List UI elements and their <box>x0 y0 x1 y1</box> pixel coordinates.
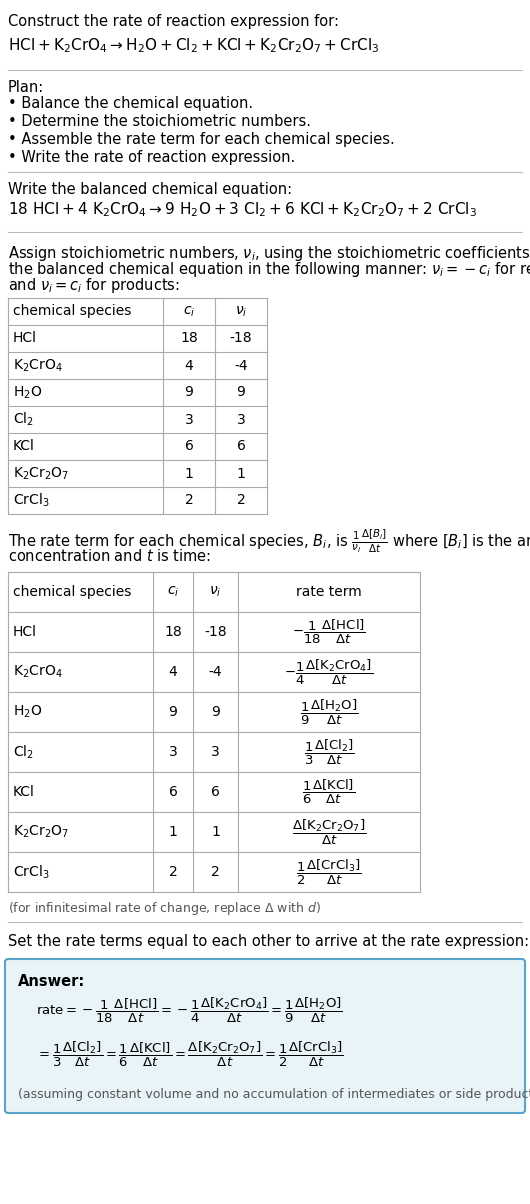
Text: $\nu_i$: $\nu_i$ <box>235 305 247 319</box>
Text: 1: 1 <box>184 466 193 480</box>
Text: $\mathrm{CrCl_3}$: $\mathrm{CrCl_3}$ <box>13 491 49 509</box>
Text: 4: 4 <box>184 359 193 372</box>
Text: 9: 9 <box>236 385 245 400</box>
Text: -18: -18 <box>229 331 252 346</box>
Text: • Balance the chemical equation.: • Balance the chemical equation. <box>8 96 253 111</box>
FancyBboxPatch shape <box>5 960 525 1112</box>
Text: • Write the rate of reaction expression.: • Write the rate of reaction expression. <box>8 150 295 165</box>
Text: • Assemble the rate term for each chemical species.: • Assemble the rate term for each chemic… <box>8 132 395 147</box>
Text: 2: 2 <box>184 494 193 508</box>
Text: 9: 9 <box>211 706 220 719</box>
Text: Answer:: Answer: <box>18 974 85 988</box>
Text: 2: 2 <box>169 864 178 879</box>
Text: $\mathrm{CrCl_3}$: $\mathrm{CrCl_3}$ <box>13 863 49 880</box>
Text: and $\nu_i = c_i$ for products:: and $\nu_i = c_i$ for products: <box>8 276 180 295</box>
Text: 1: 1 <box>211 825 220 839</box>
Text: $= \dfrac{1}{3}\dfrac{\Delta[\mathrm{Cl_2}]}{\Delta t} = \dfrac{1}{6}\dfrac{\Del: $= \dfrac{1}{3}\dfrac{\Delta[\mathrm{Cl_… <box>36 1040 344 1069</box>
Text: 18: 18 <box>164 625 182 639</box>
Text: $\dfrac{1}{2}\dfrac{\Delta[\mathrm{CrCl_3}]}{\Delta t}$: $\dfrac{1}{2}\dfrac{\Delta[\mathrm{CrCl_… <box>296 857 362 886</box>
Text: $-\dfrac{1}{18}\dfrac{\Delta[\mathrm{HCl}]}{\Delta t}$: $-\dfrac{1}{18}\dfrac{\Delta[\mathrm{HCl… <box>292 618 366 647</box>
Text: Plan:: Plan: <box>8 79 44 95</box>
Text: $\mathregular{18\ HCl + 4\ K_2CrO_4 \rightarrow 9\ H_2O + 3\ Cl_2 + 6\ KCl + K_2: $\mathregular{18\ HCl + 4\ K_2CrO_4 \rig… <box>8 200 477 219</box>
Text: HCl: HCl <box>13 625 37 639</box>
Text: 3: 3 <box>184 413 193 426</box>
Text: Write the balanced chemical equation:: Write the balanced chemical equation: <box>8 182 292 197</box>
Text: $\mathrm{K_2CrO_4}$: $\mathrm{K_2CrO_4}$ <box>13 358 63 373</box>
Text: $\dfrac{\Delta[\mathrm{K_2Cr_2O_7}]}{\Delta t}$: $\dfrac{\Delta[\mathrm{K_2Cr_2O_7}]}{\De… <box>292 818 366 846</box>
Text: $-\dfrac{1}{4}\dfrac{\Delta[\mathrm{K_2CrO_4}]}{\Delta t}$: $-\dfrac{1}{4}\dfrac{\Delta[\mathrm{K_2C… <box>285 657 374 686</box>
Text: $\mathrm{H_2O}$: $\mathrm{H_2O}$ <box>13 704 42 720</box>
Text: 2: 2 <box>211 864 220 879</box>
Text: • Determine the stoichiometric numbers.: • Determine the stoichiometric numbers. <box>8 114 311 129</box>
Text: $\dfrac{1}{3}\dfrac{\Delta[\mathrm{Cl_2}]}{\Delta t}$: $\dfrac{1}{3}\dfrac{\Delta[\mathrm{Cl_2}… <box>304 737 355 767</box>
Text: $\mathrm{K_2CrO_4}$: $\mathrm{K_2CrO_4}$ <box>13 663 63 680</box>
Text: 1: 1 <box>236 466 245 480</box>
Text: concentration and $t$ is time:: concentration and $t$ is time: <box>8 548 211 563</box>
Text: $\mathrm{Cl_2}$: $\mathrm{Cl_2}$ <box>13 411 34 429</box>
Text: The rate term for each chemical species, $B_i$, is $\frac{1}{\nu_i}\frac{\Delta[: The rate term for each chemical species,… <box>8 529 530 555</box>
Text: 4: 4 <box>169 665 178 679</box>
Text: $\mathrm{Cl_2}$: $\mathrm{Cl_2}$ <box>13 743 34 761</box>
Text: 2: 2 <box>236 494 245 508</box>
Text: -4: -4 <box>234 359 248 372</box>
Text: $\mathregular{HCl + K_2CrO_4 \rightarrow H_2O + Cl_2 + KCl + K_2Cr_2O_7 + CrCl_3: $\mathregular{HCl + K_2CrO_4 \rightarrow… <box>8 36 379 54</box>
Text: chemical species: chemical species <box>13 585 131 600</box>
Text: 6: 6 <box>169 785 178 799</box>
Text: 18: 18 <box>180 331 198 346</box>
Text: 6: 6 <box>184 439 193 454</box>
Text: $c_i$: $c_i$ <box>167 585 179 600</box>
Text: 1: 1 <box>169 825 178 839</box>
Text: the balanced chemical equation in the following manner: $\nu_i = -c_i$ for react: the balanced chemical equation in the fo… <box>8 260 530 279</box>
Text: 6: 6 <box>236 439 245 454</box>
Text: chemical species: chemical species <box>13 305 131 319</box>
Text: 9: 9 <box>169 706 178 719</box>
Text: (assuming constant volume and no accumulation of intermediates or side products): (assuming constant volume and no accumul… <box>18 1088 530 1100</box>
Text: -18: -18 <box>204 625 227 639</box>
Text: rate term: rate term <box>296 585 362 600</box>
Text: $\mathrm{H_2O}$: $\mathrm{H_2O}$ <box>13 384 42 401</box>
Text: 6: 6 <box>211 785 220 799</box>
Text: 3: 3 <box>211 745 220 759</box>
Text: 3: 3 <box>236 413 245 426</box>
Text: Assign stoichiometric numbers, $\nu_i$, using the stoichiometric coefficients, $: Assign stoichiometric numbers, $\nu_i$, … <box>8 244 530 262</box>
Text: KCl: KCl <box>13 785 35 799</box>
Text: 3: 3 <box>169 745 178 759</box>
Text: $\mathrm{K_2Cr_2O_7}$: $\mathrm{K_2Cr_2O_7}$ <box>13 465 69 482</box>
Text: 9: 9 <box>184 385 193 400</box>
Text: Construct the rate of reaction expression for:: Construct the rate of reaction expressio… <box>8 14 339 29</box>
Text: $\dfrac{1}{9}\dfrac{\Delta[\mathrm{H_2O}]}{\Delta t}$: $\dfrac{1}{9}\dfrac{\Delta[\mathrm{H_2O}… <box>300 697 358 726</box>
Text: Set the rate terms equal to each other to arrive at the rate expression:: Set the rate terms equal to each other t… <box>8 934 529 949</box>
Text: $\dfrac{1}{6}\dfrac{\Delta[\mathrm{KCl}]}{\Delta t}$: $\dfrac{1}{6}\dfrac{\Delta[\mathrm{KCl}]… <box>303 778 356 805</box>
Text: $c_i$: $c_i$ <box>183 305 195 319</box>
Text: $\mathrm{K_2Cr_2O_7}$: $\mathrm{K_2Cr_2O_7}$ <box>13 824 69 840</box>
Text: (for infinitesimal rate of change, replace $\Delta$ with $d$): (for infinitesimal rate of change, repla… <box>8 901 321 917</box>
Text: HCl: HCl <box>13 331 37 346</box>
Text: -4: -4 <box>209 665 222 679</box>
Text: $\nu_i$: $\nu_i$ <box>209 585 222 600</box>
Text: KCl: KCl <box>13 439 35 454</box>
Text: $\mathrm{rate} = -\dfrac{1}{18}\dfrac{\Delta[\mathrm{HCl}]}{\Delta t} = -\dfrac{: $\mathrm{rate} = -\dfrac{1}{18}\dfrac{\D… <box>36 996 342 1026</box>
